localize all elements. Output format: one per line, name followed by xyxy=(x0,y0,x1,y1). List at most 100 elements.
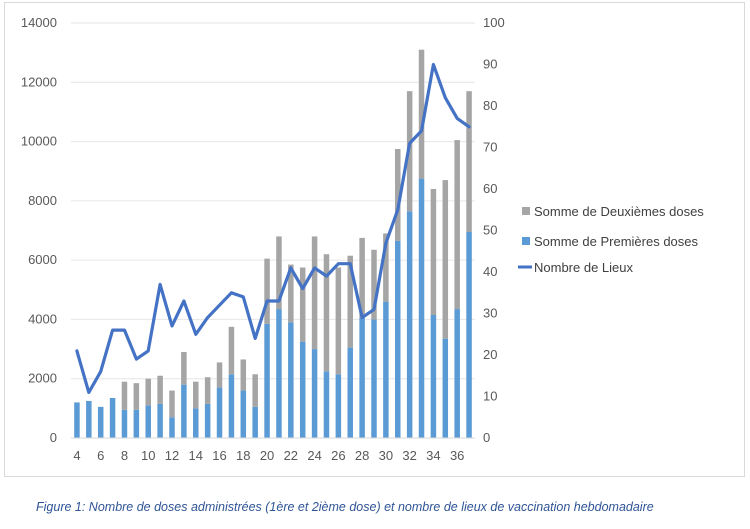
x-axis-tick-label: 28 xyxy=(355,448,369,463)
bar-deuxiemes-doses xyxy=(371,249,377,320)
bar-premieres-doses xyxy=(169,417,175,438)
legend-swatch-premieres xyxy=(522,237,530,245)
y2-axis-tick-label: 10 xyxy=(483,389,497,404)
bar-premieres-doses xyxy=(145,405,151,438)
bar-deuxiemes-doses xyxy=(276,236,282,310)
x-axis-tick-label: 18 xyxy=(236,448,250,463)
legend-label-lieux: Nombre de Lieux xyxy=(534,260,633,275)
bar-premieres-doses xyxy=(181,384,187,438)
bar-premieres-doses xyxy=(74,402,80,438)
legend-swatch-deuxiemes xyxy=(522,207,530,215)
y-axis-tick-label: 0 xyxy=(50,430,57,445)
bar-premieres-doses xyxy=(383,301,389,438)
y2-axis-tick-label: 80 xyxy=(483,98,497,113)
bar-premieres-doses xyxy=(264,323,270,438)
bar-deuxiemes-doses xyxy=(216,362,223,388)
y2-axis-tick-label: 20 xyxy=(483,347,497,362)
legend-label-premieres: Somme de Premières doses xyxy=(534,234,699,249)
bar-premieres-doses xyxy=(97,406,104,438)
bar-deuxiemes-doses xyxy=(454,140,460,310)
x-axis-tick-label: 34 xyxy=(426,448,440,463)
bar-premieres-doses xyxy=(121,409,128,438)
x-axis-tick-label: 10 xyxy=(141,448,155,463)
bar-deuxiemes-doses xyxy=(264,258,270,324)
bar-premieres-doses xyxy=(228,374,235,438)
bar-premieres-doses xyxy=(466,231,472,438)
bar-premieres-doses xyxy=(109,397,116,438)
bar-deuxiemes-doses xyxy=(383,233,389,302)
x-axis-tick-label: 6 xyxy=(97,448,104,463)
bar-premieres-doses xyxy=(359,317,365,438)
y2-axis-tick-label: 50 xyxy=(483,223,497,238)
bar-deuxiemes-doses xyxy=(311,236,318,350)
y2-axis-tick-label: 100 xyxy=(483,15,505,30)
bar-deuxiemes-doses xyxy=(133,383,140,410)
bar-premieres-doses xyxy=(371,319,377,438)
y2-axis-tick-label: 0 xyxy=(483,430,490,445)
x-axis-tick-label: 32 xyxy=(402,448,416,463)
bar-deuxiemes-doses xyxy=(169,390,175,418)
bar-premieres-doses xyxy=(193,408,199,438)
x-axis-tick-label: 36 xyxy=(450,448,464,463)
axes: 0 2000 4000 6000 8000 10000 12000 14000 0 10 20 30 4… xyxy=(21,15,505,463)
bar-premieres-doses xyxy=(418,178,425,438)
bar-deuxiemes-doses xyxy=(145,378,151,406)
gridlines xyxy=(71,22,475,439)
y-axis-tick-label: 4000 xyxy=(28,311,57,326)
bar-premieres-doses xyxy=(335,374,342,438)
y2-axis-tick-label: 70 xyxy=(483,140,497,155)
legend: Somme de Deuxièmes doses Somme de Premiè… xyxy=(518,204,704,275)
y2-axis-tick-label: 60 xyxy=(483,181,497,196)
bar-deuxiemes-doses xyxy=(335,267,342,375)
x-axis-tick-label: 4 xyxy=(73,448,80,463)
y-axis-tick-label: 14000 xyxy=(21,15,57,30)
bar-deuxiemes-doses xyxy=(323,254,330,372)
bar-premieres-doses xyxy=(311,349,318,438)
bar-deuxiemes-doses xyxy=(442,180,449,339)
bar-premieres-doses xyxy=(347,347,353,438)
bar-premieres-doses xyxy=(406,211,413,438)
bar-deuxiemes-doses xyxy=(193,381,199,409)
line-nombre-de-lieux xyxy=(75,62,471,394)
bar-premieres-doses xyxy=(86,400,92,438)
bar-premieres-doses xyxy=(133,409,140,438)
y-axis-tick-label: 12000 xyxy=(21,74,57,89)
chart-frame: 0 2000 4000 6000 8000 10000 12000 14000 0 10 20 30 4… xyxy=(4,2,745,477)
y-axis-tick-label: 2000 xyxy=(28,371,57,386)
y-axis-tick-label: 6000 xyxy=(28,252,57,267)
bar-premieres-doses xyxy=(299,341,306,438)
bar-deuxiemes-doses xyxy=(121,381,128,410)
bar-deuxiemes-doses xyxy=(466,91,472,232)
legend-label-deuxiemes: Somme de Deuxièmes doses xyxy=(534,204,704,219)
bar-deuxiemes-doses xyxy=(252,374,258,407)
lieux-line-layer xyxy=(75,62,471,394)
bar-premieres-doses xyxy=(216,387,223,438)
x-axis-tick-label: 26 xyxy=(331,448,345,463)
bar-deuxiemes-doses xyxy=(395,148,401,241)
x-axis-tick-label: 8 xyxy=(121,448,128,463)
combo-chart: 0 2000 4000 6000 8000 10000 12000 14000 0 10 20 30 4… xyxy=(21,15,704,463)
bar-deuxiemes-doses xyxy=(181,352,187,385)
bar-premieres-doses xyxy=(395,240,401,438)
bar-deuxiemes-doses xyxy=(288,264,294,323)
x-axis-tick-label: 16 xyxy=(212,448,226,463)
bar-premieres-doses xyxy=(240,390,247,438)
bar-deuxiemes-doses xyxy=(418,49,425,179)
bar-premieres-doses xyxy=(157,403,163,438)
bar-premieres-doses xyxy=(323,371,330,438)
bar-premieres-doses xyxy=(430,314,437,438)
bar-deuxiemes-doses xyxy=(430,189,437,315)
y2-axis-tick-label: 40 xyxy=(483,264,497,279)
bar-deuxiemes-doses xyxy=(204,377,211,404)
bars xyxy=(74,49,472,438)
bar-premieres-doses xyxy=(288,322,294,438)
bar-deuxiemes-doses xyxy=(347,255,353,348)
bar-premieres-doses xyxy=(204,403,211,438)
y2-axis-tick-label: 90 xyxy=(483,57,497,72)
x-axis-tick-label: 30 xyxy=(379,448,393,463)
x-axis-tick-label: 22 xyxy=(284,448,298,463)
y-axis-tick-label: 10000 xyxy=(21,134,57,149)
bar-premieres-doses xyxy=(454,309,460,438)
x-axis-tick-label: 12 xyxy=(165,448,179,463)
y-axis-tick-label: 8000 xyxy=(28,193,57,208)
